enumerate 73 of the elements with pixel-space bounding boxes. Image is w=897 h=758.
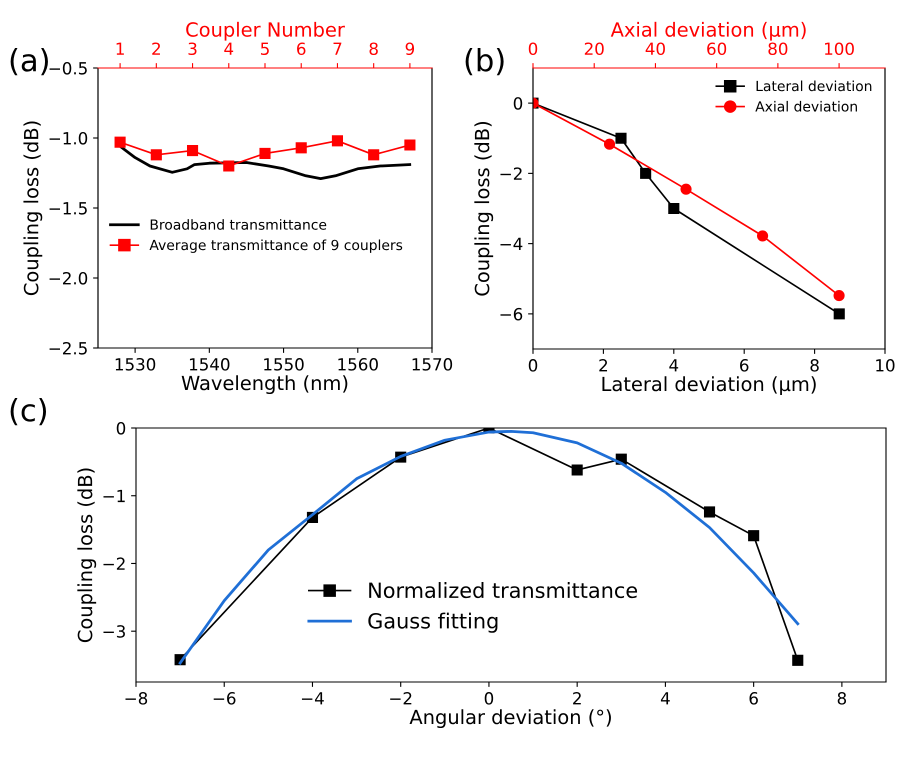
point (834, 308, 845, 320)
legend-label: Average transmittance of 9 couplers (149, 239, 402, 253)
legend-label: Broadband transmittance (150, 219, 326, 230)
x-tick-label: −2 (390, 692, 412, 704)
y-tick-label: −2 (500, 167, 522, 180)
x2-tick-label: 2 (152, 42, 160, 55)
y-tick-label: −2.5 (50, 342, 87, 355)
x-tick-label: 1550 (264, 358, 304, 371)
x-tick-label: 1560 (338, 358, 378, 371)
x-tick-label: 6 (750, 692, 758, 705)
x2-axis-title: Axial deviation (μm) (610, 22, 806, 41)
x2-tick-label: 8 (370, 42, 378, 56)
x-axis-title: Lateral deviation (μm) (602, 376, 816, 396)
y-tick-label: −4 (500, 238, 522, 250)
point (640, 168, 652, 179)
x-tick-label: 2 (573, 692, 581, 704)
y-tick-label: −3 (103, 625, 125, 638)
text: (c) (10, 398, 46, 426)
point (668, 202, 680, 214)
x2-tick-label: 7 (334, 42, 342, 55)
x-tick-label: 8 (838, 692, 846, 705)
x-tick-label: 2 (599, 359, 608, 372)
y-tick-label: −1.5 (50, 202, 87, 215)
x2-tick-label: 5 (260, 42, 269, 56)
legend-label: Normalized transmittance (369, 582, 638, 598)
point (572, 464, 583, 476)
x2-tick-label: 1 (116, 42, 124, 55)
y-axis-title: Coupling loss (dB) (77, 468, 96, 642)
y-tick-label: −1 (103, 490, 125, 502)
x2-tick-label: 3 (188, 42, 197, 56)
x2-tick-label: 80 (768, 42, 788, 56)
x2-tick-label: 9 (406, 42, 414, 56)
x-tick-label: 4 (660, 692, 670, 704)
y-axis-title: Coupling loss (dB) (23, 121, 42, 296)
legend-label: Gauss fitting (368, 612, 498, 633)
x-tick-label: −6 (214, 692, 236, 705)
text: (a) (10, 48, 48, 76)
y-tick-label: 0 (514, 97, 522, 110)
point (748, 530, 760, 542)
x-tick-label: 0 (484, 692, 494, 705)
x-tick-label: 1570 (412, 358, 452, 371)
x-tick-label: 1540 (190, 358, 230, 371)
x-tick-label: 10 (876, 359, 894, 372)
x2-axis-title: Coupler Number (186, 22, 345, 41)
x2-tick-label: 100 (825, 42, 854, 56)
x2-tick-label: 40 (646, 42, 665, 56)
point (792, 654, 804, 666)
x-tick-label: 1530 (116, 358, 156, 371)
x2-tick-label: 60 (707, 42, 726, 56)
x-tick-label: 8 (810, 359, 819, 372)
y-tick-label: −2.0 (50, 272, 88, 285)
x-tick-label: 4 (669, 359, 678, 372)
x2-tick-label: 6 (297, 42, 306, 56)
point (704, 506, 716, 518)
point (615, 132, 627, 144)
x-tick-label: 6 (740, 359, 748, 372)
x-axis-title: Angular deviation (°) (410, 709, 611, 728)
y-tick-label: 0 (116, 422, 126, 435)
x2-tick-label: 4 (224, 42, 234, 55)
y-tick-label: −0.5 (50, 62, 87, 75)
y-axis-title: Coupling loss (dB) (474, 122, 494, 296)
text: (b) (466, 48, 504, 76)
x-tick-label: 0 (528, 359, 538, 372)
legend-label: Axial deviation (755, 100, 857, 112)
y-tick-label: −1.0 (50, 132, 88, 145)
x2-tick-label: 20 (584, 42, 604, 56)
x-tick-label: −4 (302, 692, 324, 704)
x2-tick-label: 0 (528, 42, 538, 56)
legend-label: Lateral deviation (756, 80, 872, 92)
x-tick-label: −8 (125, 692, 148, 705)
x-axis-title: Wavelength (nm) (182, 375, 348, 394)
y-tick-label: −6 (500, 308, 522, 320)
y-tick-label: −2 (103, 557, 125, 570)
